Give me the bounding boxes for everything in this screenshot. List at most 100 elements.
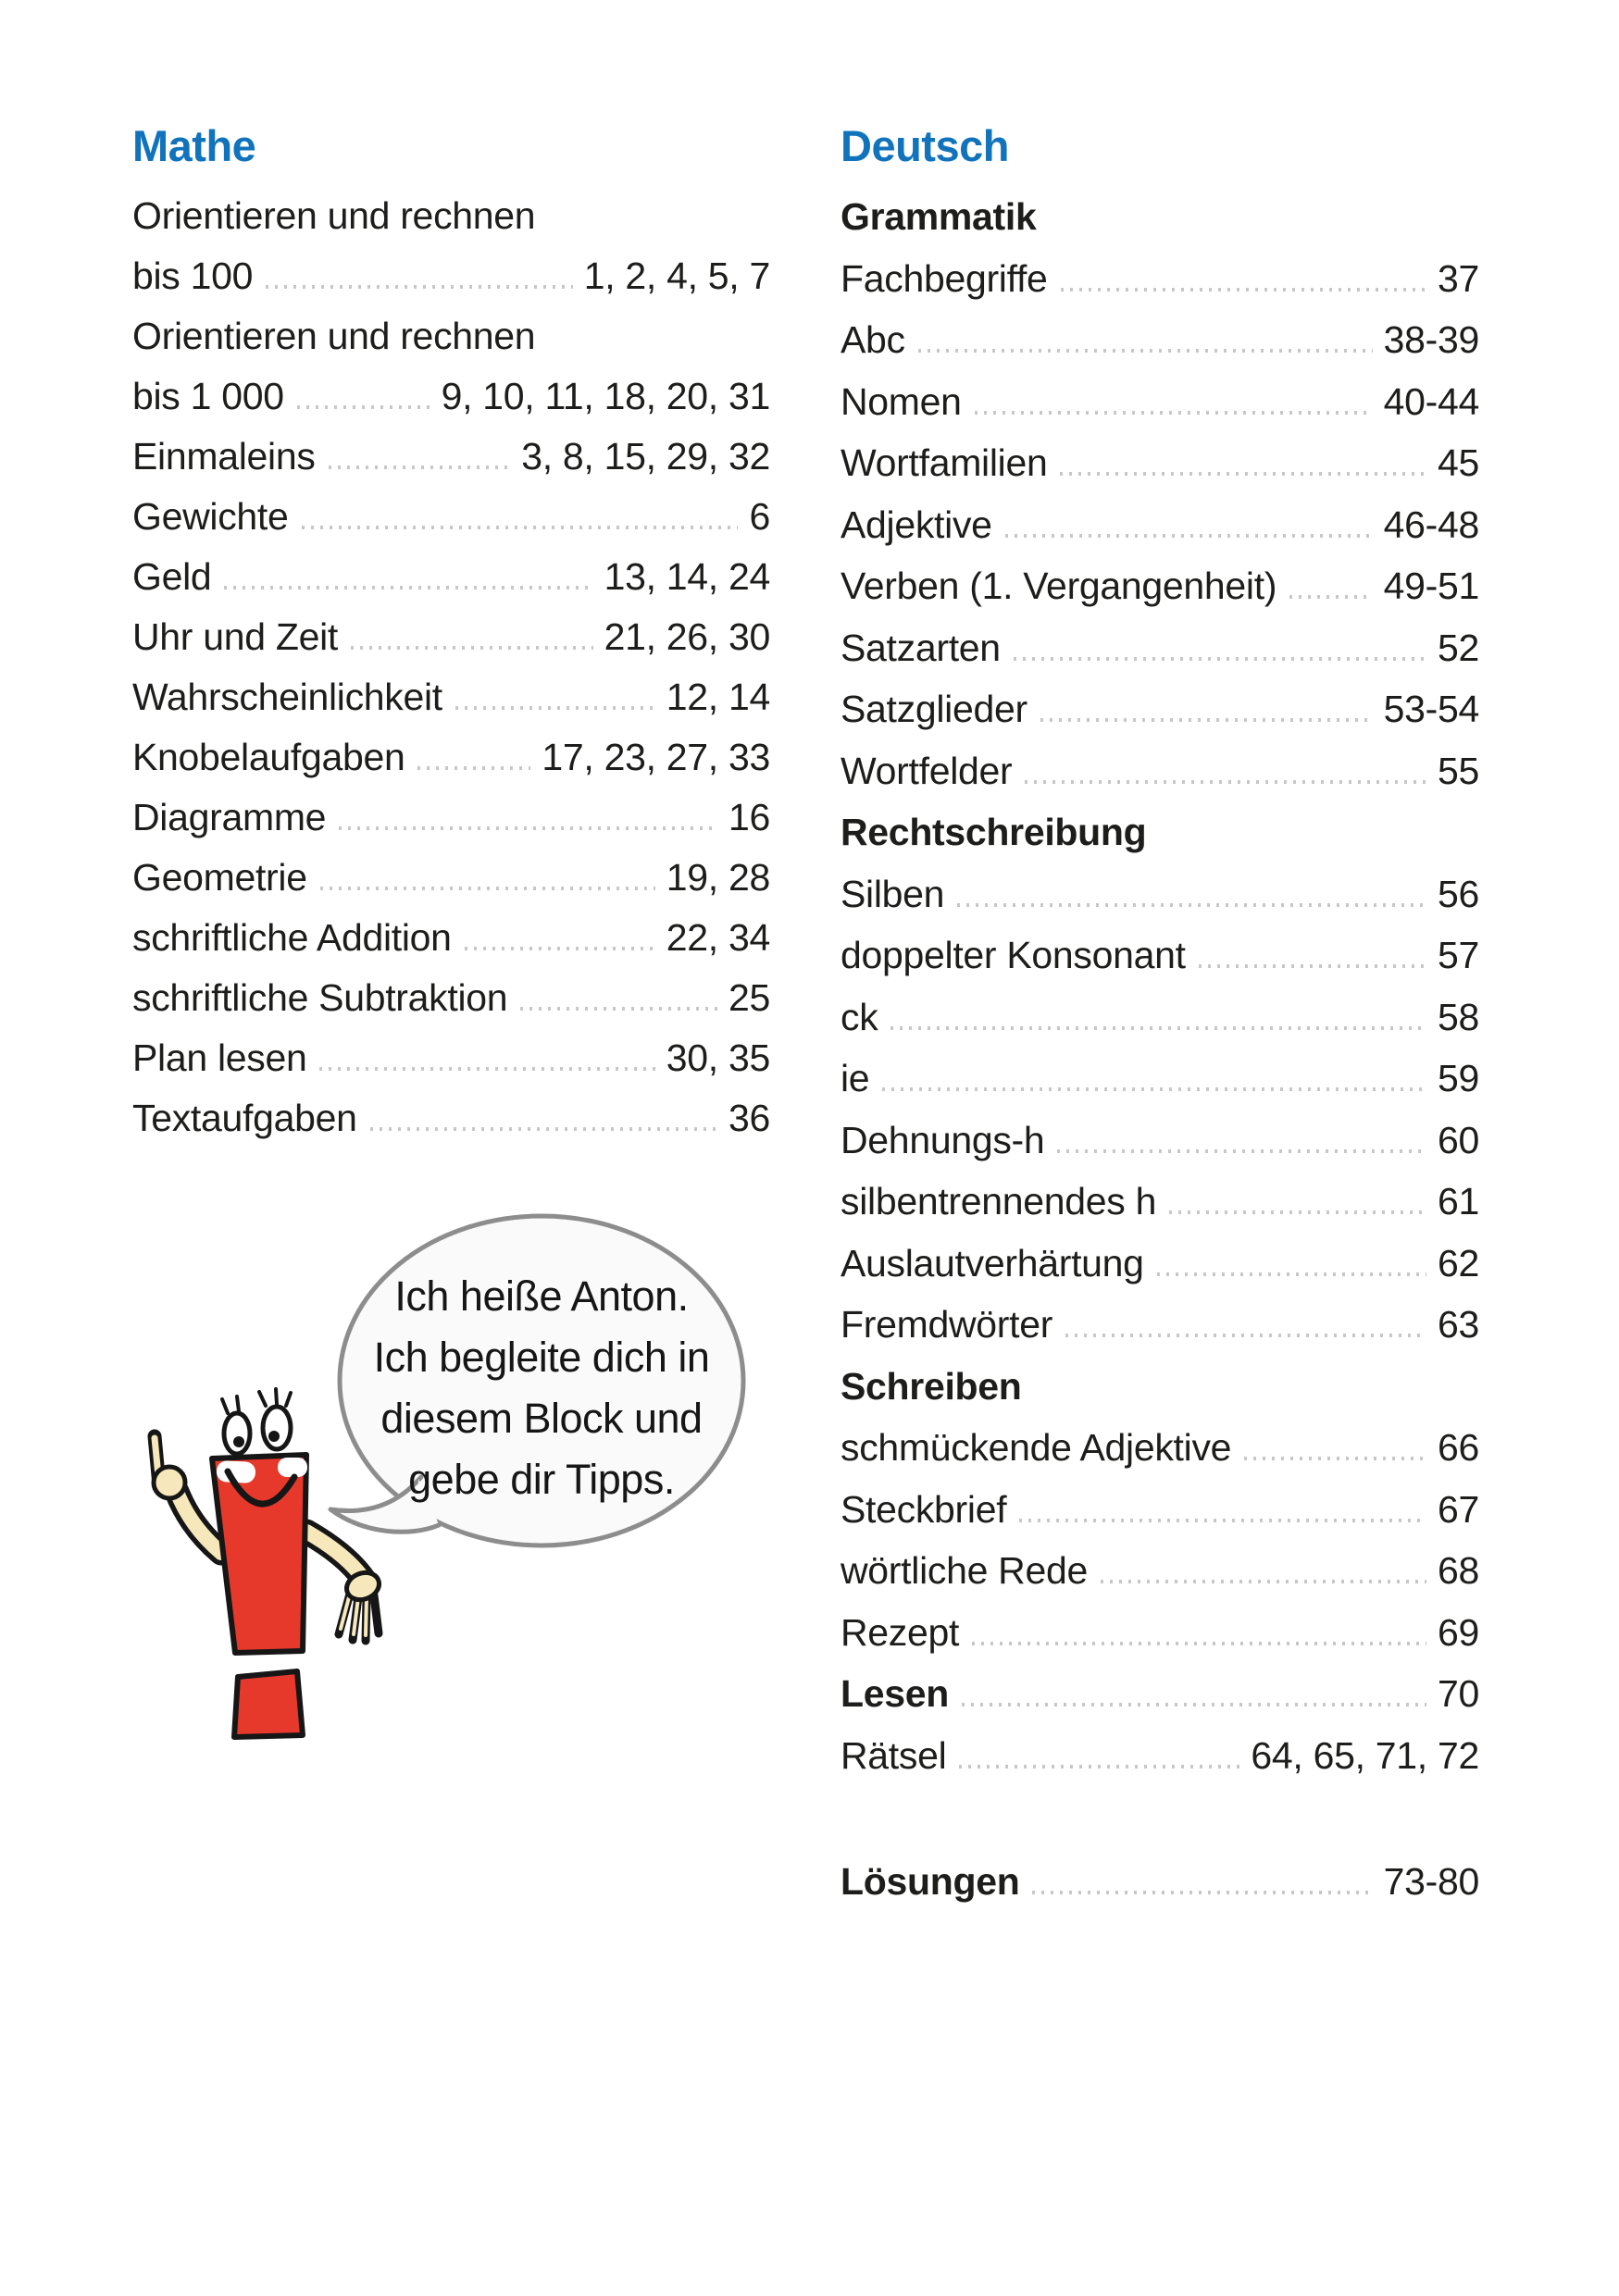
toc-entry-pages: 55 [1437,749,1479,792]
toc-entry: Dehnungs-h 60 [841,1110,1479,1172]
toc-entry-label: Gewichte [132,495,289,538]
dotted-leader [455,706,655,710]
toc-entry: Orientieren und rechnen [132,306,770,366]
mouth [224,1468,298,1508]
toc-entry-label: Diagramme [132,796,327,838]
toc-entry-label: Orientieren und rechnen [132,194,536,237]
dotted-leader [224,586,593,590]
toc-entry-label: Textaufgaben [132,1097,357,1139]
dotted-leader [1244,1457,1426,1460]
dotted-leader [1101,1580,1426,1583]
toc-entry-label: Knobelaufgaben [132,736,405,778]
toc-entry-label: schriftliche Addition [132,916,452,959]
dotted-leader [1169,1210,1426,1214]
toc-entry: Geld 13, 14, 24 [132,547,770,607]
toc-entry-label: Wahrscheinlichkeit [132,676,442,718]
toc-entry-pages: 66 [1437,1426,1479,1469]
dotted-leader [1004,533,1373,538]
toc-entry-label: Satzglieder [841,688,1027,730]
dotted-leader [1013,656,1426,661]
speech-line: Ich heiße Anton. [394,1272,688,1320]
toc-entry-label: Orientieren und rechnen [132,315,536,357]
toc-entry-pages: 9, 10, 11, 18, 20, 31 [441,375,771,417]
exclamation-dot [231,1669,305,1740]
toc-entry: Satzarten 52 [841,617,1479,679]
toc-entry: Nomen 40-44 [841,371,1479,433]
toc-entry-label: Satzarten [841,626,1001,669]
toc-entry: ck 58 [841,987,1479,1049]
toc-entry-label: Uhr und Zeit [132,615,339,658]
dotted-leader [301,526,739,529]
toc-entry-pages: 58 [1437,995,1479,1038]
speech-bubble-tail [328,1474,442,1534]
toc-entry-label: Silben [841,872,945,915]
toc-entry: Rätsel 64, 65, 71, 72 [841,1725,1479,1787]
dotted-leader [1057,1148,1426,1153]
dotted-leader [972,1641,1426,1645]
toc-entry-label: Verben (1. Vergangenheit) [841,565,1277,607]
toc-entry: Rezept 69 [841,1602,1479,1664]
toc-entry-pages: 12, 14 [666,676,771,718]
dotted-leader [959,1764,1240,1769]
toc-entry-label: Rezept [841,1610,960,1654]
toc-entry-pages: 59 [1437,1057,1479,1099]
right-cheek-highlight [278,1458,307,1477]
toc-entry-label: Wortfamilien [841,441,1048,484]
toc-entry: Abc 38-39 [841,309,1479,371]
left-pupil [233,1436,244,1447]
toc-entry: Wahrscheinlichkeit 12, 14 [132,667,770,727]
left-eye [221,1410,253,1457]
toc-entry: ie 59 [841,1048,1479,1110]
section-mathe: Mathe Orientieren und rechnen bis 100 1, 2… [132,121,770,1148]
toc-entry-pages: 69 [1437,1610,1479,1654]
toc-entry-pages: 46-48 [1383,503,1480,546]
dotted-leader [882,1087,1426,1091]
toc-entry-pages: 1, 2, 4, 5, 7 [583,254,771,297]
toc-entry-pages: 70 [1437,1672,1479,1715]
dotted-leader [917,349,1373,353]
toc-entry: schmückende Adjektive 66 [841,1417,1479,1479]
toc-entry-pages: 73-80 [1383,1860,1480,1903]
toc-entry-pages: 40-44 [1383,379,1480,423]
toc-entry-pages: 57 [1437,934,1479,976]
toc-entry-label: Plan lesen [132,1036,307,1079]
toc-entry-pages: 60 [1437,1118,1479,1161]
left-hand [151,1464,188,1501]
toc-entry-label: Wortfelder [841,749,1013,792]
toc-entry-pages: 6 [749,495,770,538]
toc-entry: wörtliche Rede 68 [841,1540,1479,1602]
toc-entry-pages: 30, 35 [666,1036,771,1079]
toc-entry-label: schriftliche Subtraktion [132,976,508,1019]
toc-entry-label: Fremdwörter [841,1303,1053,1346]
toc-entry-label: Lesen [841,1672,949,1715]
speech-bubble [328,1213,746,1548]
toc-entry-pages: 21, 26, 30 [604,615,771,658]
toc-entry-label: Lösungen [841,1860,1020,1903]
anton-mascot: Ich heiße Anton. Ich begleite dich in di… [147,1213,746,1740]
dotted-leader [1065,1334,1426,1337]
toc-entry: Verben (1. Vergangenheit) 49-51 [841,555,1479,617]
dotted-leader [1060,472,1426,476]
toc-entry-label: Rechtschreibung [841,811,1147,853]
toc-entry: Gewichte 6 [132,487,770,547]
toc-entry: Auslautverhärtung 62 [841,1233,1479,1295]
toc-entry: Textaufgaben 36 [132,1088,770,1148]
toc-entry: Wortfelder 55 [841,740,1479,802]
toc-entry-pages: 63 [1437,1303,1479,1346]
toc-entry-pages: 49-51 [1383,565,1480,607]
toc-entry-label: Geometrie [132,856,307,899]
dotted-leader [1032,1891,1373,1894]
dotted-leader [417,766,531,770]
toc-entry-label: Fachbegriffe [841,256,1048,300]
toc-entry: Fremdwörter 63 [841,1294,1479,1356]
toc-entry-label: Schreiben [841,1364,1022,1408]
toc-entry-pages: 53-54 [1383,688,1480,730]
toc-entry: Geometrie 19, 28 [132,848,770,908]
toc-entry-label: bis 1 000 [132,375,284,417]
toc-entry-label: Abc [841,318,905,361]
toc-entry: schriftliche Addition 22, 34 [132,908,770,968]
toc-entry-pages: 3, 8, 15, 29, 32 [521,435,770,478]
dotted-leader [1289,595,1373,599]
toc-entry-label: Dehnungs-h [841,1118,1045,1161]
